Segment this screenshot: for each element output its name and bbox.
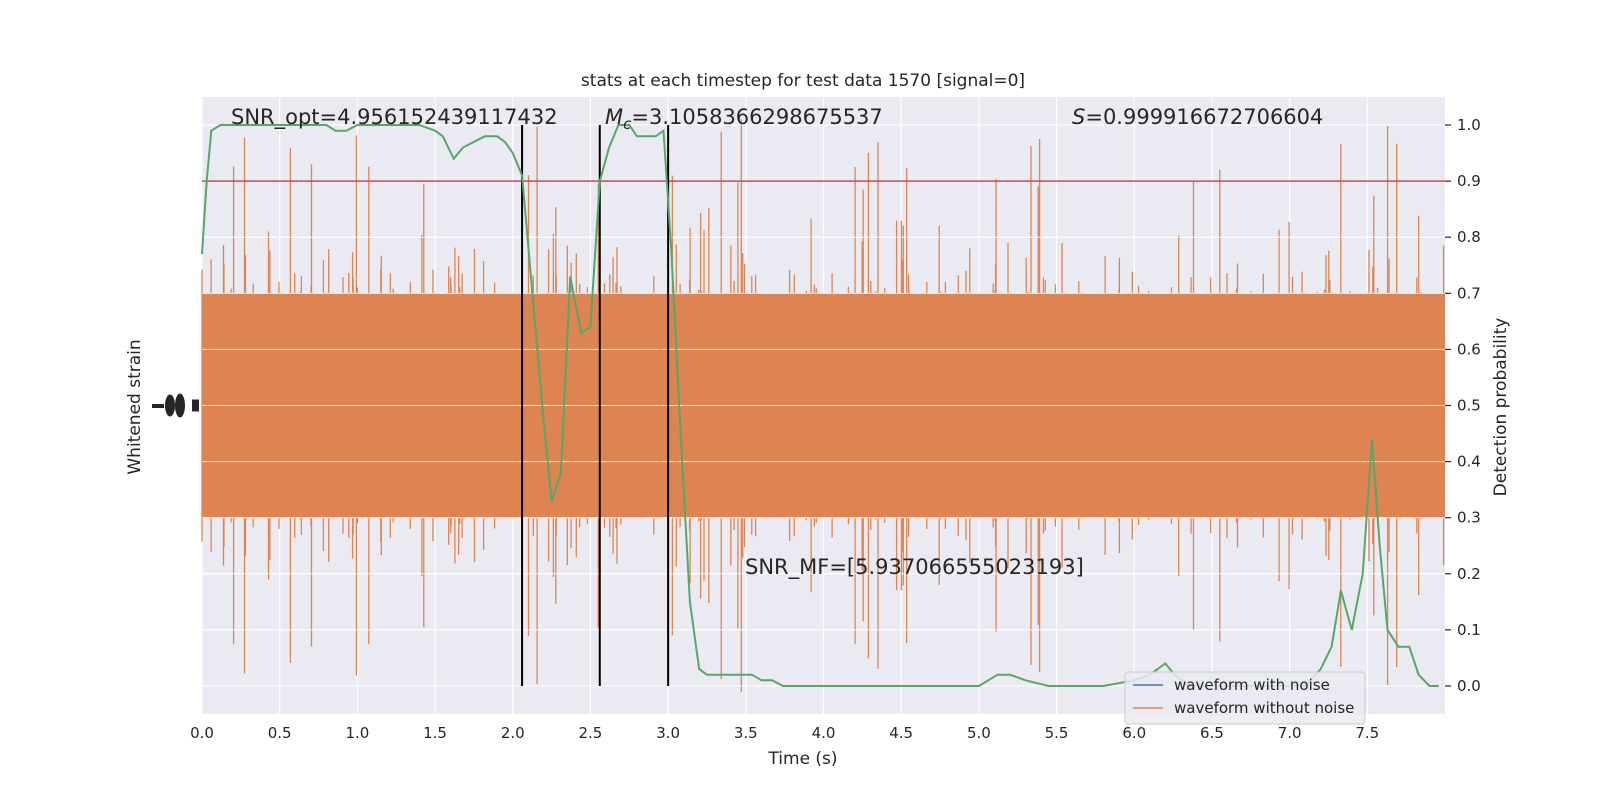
- annotation-s-value: =0.999916672706604: [1085, 105, 1323, 129]
- left-tick-artifact: [165, 394, 175, 417]
- x-tick-label: 2.0: [501, 724, 525, 742]
- x-tick-label: 1.5: [423, 724, 447, 742]
- left-tick-artifact: [175, 393, 185, 418]
- x-tick-label: 0.5: [268, 724, 292, 742]
- y-tick-label: 0.4: [1457, 453, 1481, 471]
- chart-title: stats at each timestep for test data 157…: [581, 71, 1025, 91]
- x-tick-label: 5.5: [1045, 724, 1069, 742]
- y-tick-label: 0.3: [1457, 509, 1481, 527]
- annotation-chirp-mass-subscript: c: [623, 115, 632, 133]
- x-tick-label: 4.5: [889, 724, 913, 742]
- x-tick-label: 7.5: [1355, 724, 1379, 742]
- x-tick-label: 4.0: [812, 724, 836, 742]
- annotation-chirp-mass-value: =3.1058366298675537: [631, 105, 882, 129]
- y-tick-label: 0.1: [1457, 621, 1481, 639]
- y-tick-label: 0.5: [1457, 397, 1481, 415]
- annotation-snr-opt: SNR_opt=4.956152439117432: [231, 105, 558, 130]
- left-tick-artifact: [152, 404, 164, 408]
- y-tick-label: 1.0: [1457, 116, 1481, 134]
- legend-box: [1124, 671, 1366, 725]
- annotation-chirp-mass-symbol: M: [605, 105, 623, 129]
- y-tick-label: 0.0: [1457, 677, 1481, 695]
- legend: waveform with noise waveform without noi…: [1124, 671, 1366, 725]
- x-tick-label: 0.0: [190, 724, 214, 742]
- vertical-markers: [521, 125, 670, 686]
- annotation-s-symbol: S: [1072, 105, 1085, 129]
- left-axis-artifacts: [152, 393, 199, 418]
- x-tick-label: 2.5: [579, 724, 603, 742]
- y-tick-label: 0.8: [1457, 228, 1481, 246]
- legend-label-waveform-with-noise: waveform with noise: [1174, 676, 1330, 694]
- legend-label-waveform-without-noise: waveform without noise: [1174, 699, 1354, 717]
- y-tick-label: 0.9: [1457, 172, 1481, 190]
- x-axis-ticks: 0.0 0.5 1.0 1.5 2.0 2.5 3.0 3.5 4.0 4.5 5.0 5.5 6.0 6…: [190, 724, 1379, 742]
- x-axis-label: Time (s): [767, 749, 837, 769]
- y-right-axis-ticks: 0.0 0.1 0.2 0.3 0.4 0.5 0.6 0.7 0.8 0.9 1.0: [1445, 116, 1481, 695]
- x-tick-label: 7.0: [1278, 724, 1302, 742]
- y-tick-label: 0.6: [1457, 340, 1481, 358]
- strain-series: [201, 119, 1446, 692]
- y-axis-label-right: Detection probability: [1491, 318, 1511, 497]
- y-axis-label-left: Whitened strain: [125, 339, 145, 474]
- y-tick-label: 0.7: [1457, 284, 1481, 302]
- plot-area: [201, 119, 1446, 692]
- x-tick-label: 5.0: [967, 724, 991, 742]
- annotation-snr-mf: SNR_MF=[5.937066555023193]: [745, 555, 1084, 580]
- x-tick-label: 3.5: [734, 724, 758, 742]
- x-tick-label: 6.5: [1200, 724, 1224, 742]
- x-tick-label: 6.0: [1122, 724, 1146, 742]
- x-tick-label: 3.0: [656, 724, 680, 742]
- annotation-s: S=0.999916672706604: [1072, 105, 1323, 129]
- x-tick-label: 1.0: [345, 724, 369, 742]
- left-tick-artifact: [192, 399, 199, 412]
- y-tick-label: 0.2: [1457, 565, 1481, 583]
- annotation-chirp-mass: Mc=3.1058366298675537: [605, 105, 883, 133]
